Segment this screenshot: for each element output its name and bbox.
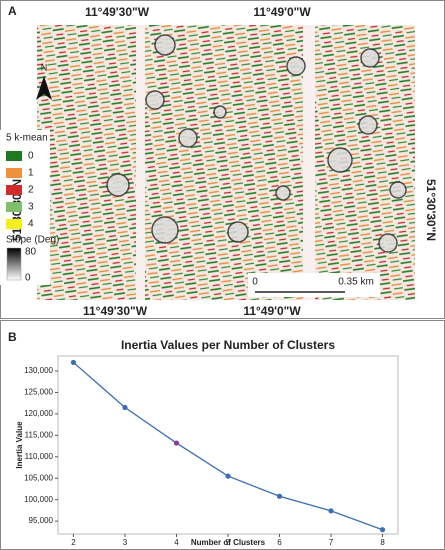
lon-label: 11°49'0"W — [243, 304, 301, 318]
scale-end: 0.35 km — [338, 277, 374, 288]
legend-swatch — [6, 202, 22, 212]
slope-max: 80 — [25, 247, 37, 258]
data-point — [122, 404, 128, 411]
y-tick-label: 95,000 — [29, 516, 54, 525]
slope-bar — [6, 247, 22, 281]
panel-label: A — [8, 4, 17, 18]
series-line — [73, 361, 383, 531]
legend-label: 3 — [28, 202, 34, 213]
y-tick-label: 115,000 — [25, 430, 54, 439]
legend-swatch — [6, 151, 22, 161]
data-point — [379, 527, 386, 533]
data-point — [276, 493, 283, 499]
legend-label: 0 — [28, 151, 34, 162]
chart-title: Inertia Values per Number of Clusters — [121, 338, 335, 352]
lon-label: 11°49'30"W — [83, 304, 148, 318]
legend: 0 1 2 3 4 — [6, 151, 34, 230]
y-tick-label: 105,000 — [24, 473, 53, 482]
lat-label: 51°30'30"N — [424, 179, 438, 241]
north-label: N — [41, 62, 48, 72]
data-point — [328, 508, 334, 514]
x-tick-label: 4 — [174, 538, 179, 547]
x-tick-label: 3 — [123, 538, 128, 547]
y-tick-label: 110,000 — [25, 452, 54, 461]
legend-swatch — [6, 168, 22, 178]
x-tick-label: 8 — [380, 538, 385, 547]
scale-box — [248, 273, 380, 297]
legend-label: 1 — [28, 168, 34, 179]
map — [0, 25, 415, 300]
lon-label: 11°49'30"W — [85, 5, 150, 19]
plot-frame — [57, 355, 399, 535]
x-tick-label: 5 — [226, 538, 231, 547]
y-tick-label: 125,000 — [24, 388, 53, 397]
y-tick-label: 120,000 — [24, 409, 53, 418]
data-point — [70, 359, 77, 366]
x-tick-label: 2 — [71, 538, 76, 547]
legend-swatch — [6, 219, 22, 229]
y-tick-label: 130,000 — [24, 366, 53, 375]
plot: 95,000 100,000 105,000 110,000 115,000 120,00… — [24, 359, 386, 547]
y-tick-label: 100,000 — [24, 495, 53, 504]
data-point — [225, 473, 231, 479]
north-arrow — [36, 76, 52, 100]
legend-swatch — [6, 185, 22, 195]
x-tick-label: 7 — [329, 538, 334, 547]
panel-label: B — [8, 330, 17, 344]
legend-label: 4 — [28, 219, 34, 230]
scale-start: 0 — [252, 277, 258, 288]
legend-label: 2 — [28, 185, 34, 196]
x-axis-label: Number of Clusters — [191, 538, 266, 547]
slope-title: Slope (Deg) — [6, 235, 59, 246]
y-axis-label: Inertia Value — [15, 421, 24, 469]
panel-b-frame — [0, 320, 445, 550]
legend-title: 5 k-mean — [6, 133, 48, 144]
slope-min: 0 — [25, 273, 31, 284]
lon-label: 11°49'0"W — [253, 5, 311, 19]
x-tick-label: 6 — [277, 538, 282, 547]
data-point — [173, 440, 180, 446]
